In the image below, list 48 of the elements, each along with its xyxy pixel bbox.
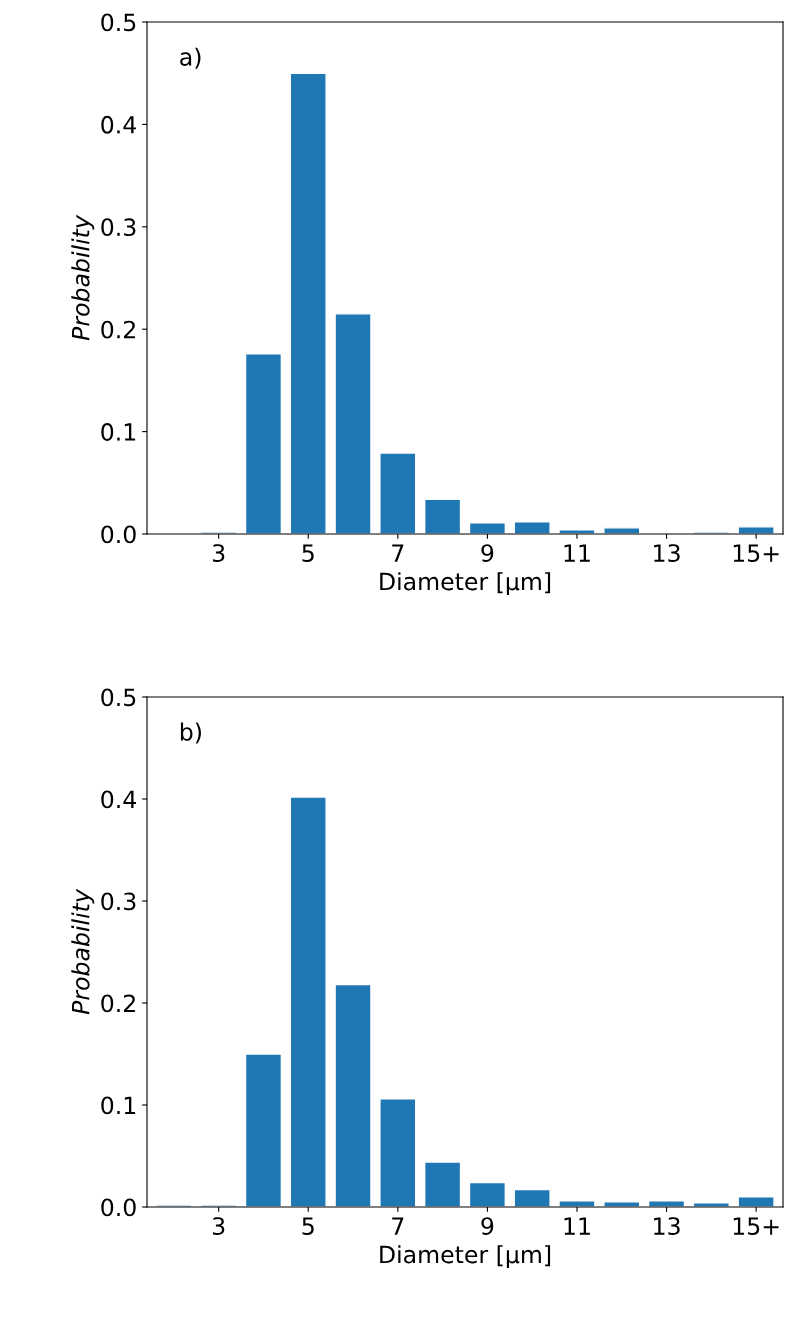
bar bbox=[468, 1181, 507, 1207]
bar bbox=[423, 498, 462, 534]
bar bbox=[513, 1188, 551, 1207]
x-axis-title: Diameter [µm] bbox=[380, 1245, 551, 1268]
bar bbox=[423, 1161, 462, 1207]
x-tick-label: 3 bbox=[212, 1217, 225, 1235]
bar bbox=[379, 452, 417, 534]
x-tick-label: 3 bbox=[212, 544, 225, 562]
y-tick-label: 0.3 bbox=[101, 892, 136, 911]
annotation: a) bbox=[180, 47, 201, 69]
x-tick-label: 5 bbox=[302, 1217, 314, 1235]
y-tick-label: 0.0 bbox=[101, 1198, 136, 1217]
x-tick-label: 7 bbox=[392, 544, 404, 562]
x-tick-label: 15+ bbox=[733, 544, 779, 562]
x-tick-label: 9 bbox=[481, 1217, 494, 1235]
y-tick-label: 0.2 bbox=[101, 994, 135, 1013]
y-tick-label: 0.2 bbox=[101, 320, 135, 339]
x-tick-label: 7 bbox=[392, 1217, 404, 1235]
x-axis-title: Diameter [µm] bbox=[380, 572, 551, 595]
y-tick-label: 0.4 bbox=[101, 790, 136, 809]
y-tick-label: 0.0 bbox=[101, 525, 136, 544]
x-tick-label: 15+ bbox=[733, 1217, 779, 1235]
bar bbox=[244, 353, 283, 534]
y-tick-label: 0.5 bbox=[101, 13, 136, 32]
y-axis-title: Probability bbox=[71, 888, 95, 1015]
bar bbox=[289, 796, 327, 1207]
bar bbox=[513, 521, 551, 534]
x-tick-label: 11 bbox=[564, 1217, 590, 1235]
bar bbox=[334, 983, 372, 1207]
y-tick-label: 0.1 bbox=[101, 423, 136, 441]
y-axis-title: Probability bbox=[71, 214, 95, 341]
x-tick-label: 5 bbox=[302, 544, 314, 562]
x-tick-label: 9 bbox=[481, 544, 494, 562]
bar bbox=[379, 1098, 417, 1207]
bar bbox=[244, 1053, 283, 1207]
x-tick-label: 13 bbox=[654, 1217, 680, 1235]
x-tick-label: 11 bbox=[564, 544, 590, 562]
y-tick-label: 0.4 bbox=[101, 115, 136, 134]
bar bbox=[558, 1200, 596, 1207]
y-tick-label: 0.1 bbox=[101, 1096, 136, 1115]
y-tick-label: 0.3 bbox=[101, 218, 136, 237]
annotation: b) bbox=[180, 722, 201, 744]
y-tick-label: 0.5 bbox=[101, 688, 136, 707]
bar bbox=[468, 522, 507, 534]
bar bbox=[737, 1196, 775, 1207]
bar bbox=[334, 313, 372, 534]
bar bbox=[289, 72, 327, 534]
x-tick-label: 13 bbox=[654, 544, 680, 562]
